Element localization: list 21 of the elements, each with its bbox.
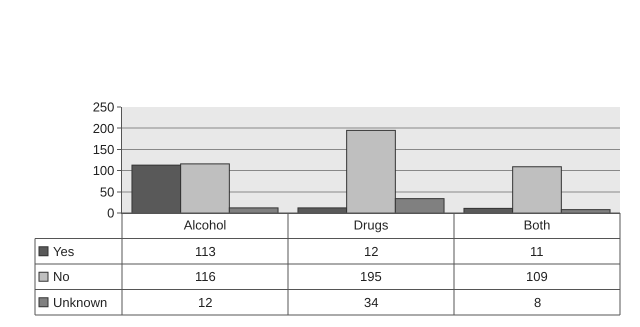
data-label: 11 [530,244,544,259]
y-tick-label: 100 [92,163,114,178]
data-label: 12 [364,244,378,259]
data-label: 8 [534,295,542,310]
legend-label: No [53,269,70,284]
data-label: 113 [195,244,216,259]
y-tick-label: 0 [107,206,114,221]
data-label: 109 [526,269,548,284]
legend-label: Unknown [53,295,108,310]
x-tick-label: Drugs [354,218,389,233]
x-tick-label: Both [524,218,550,233]
legend-label: Yes [53,244,75,259]
y-tick-label: 200 [92,120,114,136]
y-tick-label: 50 [100,184,114,200]
x-tick-label: Alcohol [184,218,226,233]
data-label: 116 [195,269,216,284]
data-label: 34 [364,295,378,310]
data-label: 195 [360,269,382,284]
data-label: 12 [198,295,212,310]
y-tick-label: 150 [92,142,114,157]
y-tick-label: 250 [92,100,114,115]
